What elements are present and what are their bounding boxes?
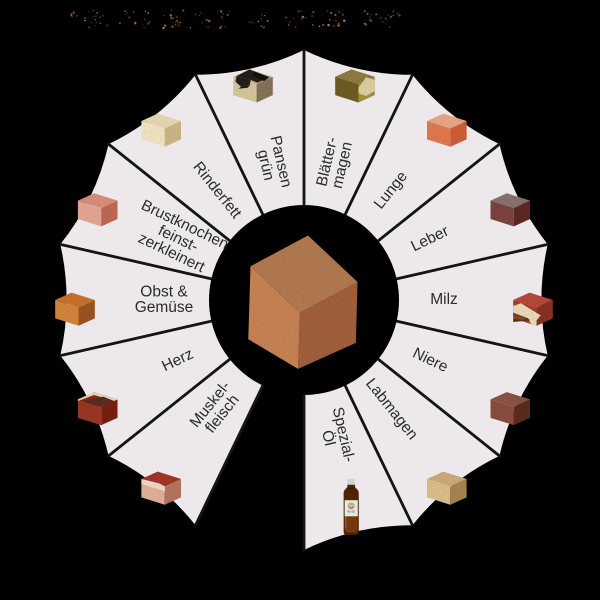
svg-text:Obst &: Obst & [140, 283, 188, 300]
svg-text:Gemüse: Gemüse [135, 299, 194, 316]
svg-text:Milz: Milz [430, 291, 458, 308]
